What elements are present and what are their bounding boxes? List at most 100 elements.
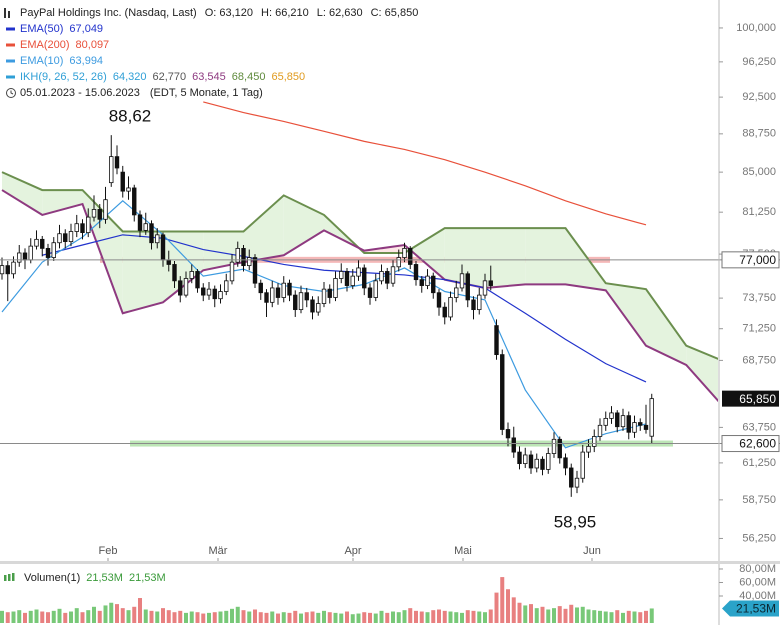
- legend-swatch: [6, 43, 15, 47]
- legend-text: 80,097: [76, 39, 110, 51]
- candle-body: [643, 424, 649, 430]
- candle-body: [109, 156, 114, 184]
- volume-bar: [92, 606, 96, 623]
- volume-bar: [345, 611, 349, 623]
- candle-body: [603, 417, 608, 426]
- volume-bar: [304, 612, 309, 623]
- candle-body: [327, 288, 332, 298]
- volume-bar: [609, 612, 614, 623]
- candle-body: [471, 299, 476, 311]
- legend-swatch: [8, 11, 10, 18]
- y-tick-label: 73,750: [742, 292, 776, 304]
- candle-body: [465, 273, 470, 301]
- candle-body: [160, 234, 166, 261]
- candle-body: [51, 242, 56, 258]
- y-tick-label: 96,250: [742, 56, 776, 68]
- candle-body: [166, 259, 171, 265]
- candle-body: [63, 233, 68, 242]
- volume-bar: [483, 612, 487, 623]
- volume-bar: [529, 604, 533, 623]
- candle-body: [229, 261, 235, 282]
- volume-bar: [534, 608, 539, 623]
- candle-body: [270, 287, 275, 303]
- candle-body: [574, 477, 580, 488]
- candle-body: [155, 234, 160, 244]
- volume-bar: [373, 613, 378, 623]
- volume-bar: [184, 612, 188, 623]
- candle-body: [586, 445, 591, 453]
- quote: O: 63,120: [205, 7, 253, 19]
- volume-bar: [488, 609, 493, 623]
- legend-swatch: [12, 573, 15, 581]
- candle-body: [592, 436, 597, 447]
- candle-body: [557, 438, 562, 459]
- candle-body: [339, 271, 344, 279]
- legend-text: EMA(10): [20, 55, 63, 67]
- volume-bar: [431, 610, 436, 623]
- volume-bar: [287, 612, 292, 623]
- volume-bar: [511, 597, 516, 623]
- candle-body: [189, 271, 194, 279]
- volume-bar: [63, 612, 68, 623]
- volume-bar: [350, 614, 355, 623]
- candle-body: [218, 291, 223, 300]
- candle-body: [350, 275, 355, 286]
- candle-body: [511, 437, 516, 453]
- cloud-fill: [243, 195, 284, 263]
- volume-bar: [161, 608, 165, 623]
- candle-body: [431, 275, 436, 294]
- volume-bar: [120, 608, 125, 623]
- volume-bar: [51, 610, 56, 623]
- candle-body: [0, 265, 5, 275]
- legend-text: 21,53M: [129, 572, 166, 584]
- volume-bar: [327, 612, 332, 623]
- volume-bar: [46, 612, 50, 623]
- candle-body: [132, 187, 137, 216]
- candle-body: [408, 247, 413, 265]
- y-tick-label: 61,250: [742, 457, 776, 469]
- candle-body: [57, 233, 62, 244]
- volume-bar: [155, 611, 160, 623]
- y-tick-label: 68,750: [742, 354, 776, 366]
- candle-body: [40, 238, 45, 249]
- x-tick-label: Jun: [583, 545, 601, 557]
- volume-bar: [408, 608, 413, 623]
- candle-body: [241, 247, 246, 267]
- volume-bar: [598, 610, 602, 623]
- candle-body: [224, 280, 229, 292]
- candle-body: [321, 288, 327, 304]
- cloud-fill: [444, 228, 485, 288]
- volume-bar: [166, 610, 171, 623]
- volume-bar: [258, 612, 263, 623]
- volume-bar: [557, 606, 562, 623]
- volume-bar: [339, 613, 344, 623]
- candle-body: [137, 214, 143, 231]
- volume-bar: [270, 611, 275, 623]
- cloud-fill: [82, 190, 123, 314]
- legend-text: 68,450: [232, 71, 266, 83]
- volume-bar: [546, 609, 551, 623]
- volume-bar: [603, 611, 608, 623]
- candle-body: [620, 415, 626, 428]
- legend-text: 63,545: [192, 71, 226, 83]
- cloud-fill: [565, 228, 606, 291]
- volume-bar: [638, 612, 643, 623]
- volume-bar: [281, 612, 286, 623]
- volume-bar: [419, 611, 424, 623]
- candle-body: [436, 292, 442, 308]
- ema-line: [203, 101, 647, 226]
- volume-bar: [115, 604, 119, 623]
- candle-body: [540, 458, 545, 470]
- span-b-line: [1, 189, 718, 403]
- volume-bar: [212, 612, 217, 623]
- candle-body: [413, 264, 419, 281]
- candle-body: [114, 156, 120, 169]
- candle-body: [546, 453, 551, 470]
- volume-bar: [621, 612, 625, 623]
- volume-bar: [178, 610, 183, 623]
- candle-body: [528, 454, 534, 469]
- candle-body: [281, 282, 286, 298]
- candle-body: [563, 457, 568, 469]
- volume-bar: [592, 610, 597, 623]
